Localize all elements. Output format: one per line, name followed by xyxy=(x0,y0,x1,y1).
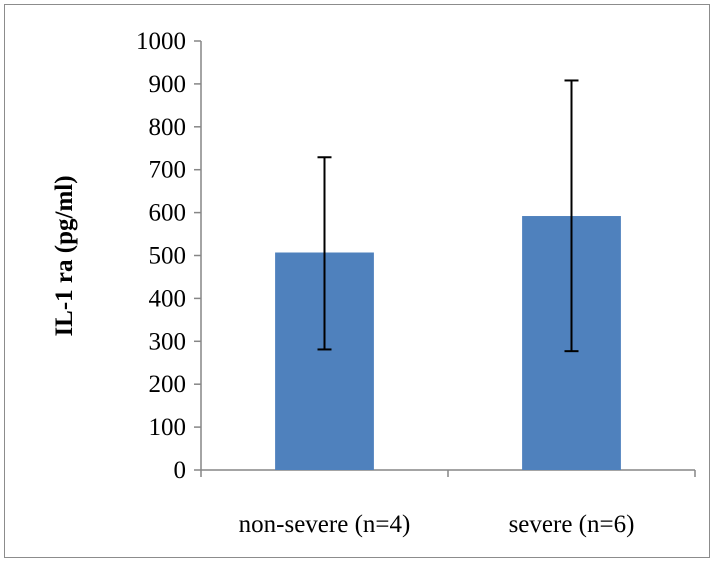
y-tick-label: 800 xyxy=(149,114,187,141)
y-tick-label: 1000 xyxy=(136,28,186,55)
y-tick-label: 500 xyxy=(149,243,187,270)
y-tick-label: 200 xyxy=(149,371,187,398)
y-tick-label: 0 xyxy=(174,457,187,484)
x-axis: non-severe (n=4) severe (n=6) xyxy=(200,469,696,538)
y-tick-label: 300 xyxy=(149,328,187,355)
y-tick-label: 100 xyxy=(149,414,187,441)
y-tick-label: 900 xyxy=(149,71,187,98)
x-category-label: severe (n=6) xyxy=(509,511,635,538)
y-tick-label: 600 xyxy=(149,200,187,227)
bars xyxy=(275,216,621,470)
y-axis-title: IL-1 ra (pg/ml) xyxy=(51,175,78,336)
x-category-label: non-severe (n=4) xyxy=(239,511,411,538)
y-axis: 0 100 200 300 400 500 600 700 800 900 1000 xyxy=(136,28,202,484)
y-tick-label: 400 xyxy=(149,285,187,312)
error-bars xyxy=(317,79,579,353)
y-tick-label: 700 xyxy=(149,157,187,184)
